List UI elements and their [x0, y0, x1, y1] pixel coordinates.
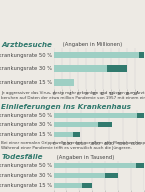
- Bar: [137, 113, 145, 118]
- Bar: [54, 79, 74, 86]
- Text: Erkrankungsrate 30 %: Erkrankungsrate 30 %: [0, 66, 52, 71]
- Text: Erkrankungsrate 50 %: Erkrankungsrate 50 %: [0, 113, 52, 118]
- Text: Arztbesuche: Arztbesuche: [1, 42, 52, 48]
- Text: Je aggressiver das Virus, desto mehr erkranken und müssen zum Arzt. Die Berechnu: Je aggressiver das Virus, desto mehr erk…: [1, 91, 145, 99]
- Text: Todesfälle: Todesfälle: [1, 155, 43, 161]
- Bar: [54, 52, 139, 58]
- Bar: [54, 113, 137, 118]
- Bar: [54, 65, 107, 72]
- Bar: [54, 163, 136, 168]
- Text: Erkrankungsrate 50 %: Erkrankungsrate 50 %: [0, 163, 52, 168]
- Text: Erkrankungsrate 50 %: Erkrankungsrate 50 %: [0, 52, 52, 58]
- Bar: [54, 122, 98, 127]
- Bar: [54, 132, 73, 137]
- Bar: [98, 122, 112, 127]
- Bar: [82, 183, 92, 188]
- Text: Erkrankungsrate 15 %: Erkrankungsrate 15 %: [0, 132, 52, 137]
- Bar: [73, 132, 80, 137]
- Text: Erkrankungsrate 15 %: Erkrankungsrate 15 %: [0, 183, 52, 188]
- Text: Erkrankungsrate 30 %: Erkrankungsrate 30 %: [0, 122, 52, 127]
- Bar: [54, 183, 82, 188]
- Bar: [136, 163, 145, 168]
- Bar: [139, 52, 145, 58]
- Bar: [54, 173, 105, 178]
- Text: Erkrankungsrate 30 %: Erkrankungsrate 30 %: [0, 173, 52, 178]
- Text: Erkrankungsrate 15 %: Erkrankungsrate 15 %: [0, 80, 52, 85]
- Text: (Angaben in Tausend): (Angaben in Tausend): [55, 155, 115, 160]
- Text: Einlieferungen ins Krankenhaus: Einlieferungen ins Krankenhaus: [1, 104, 132, 110]
- Bar: [105, 173, 118, 178]
- Bar: [107, 65, 127, 72]
- Text: (Angaben in Millionen): (Angaben in Millionen): [61, 42, 122, 47]
- Text: Bei einer normalen Grippewelle werden vor allem alte Menschen hospitalisiert.
Wä: Bei einer normalen Grippewelle werden vo…: [1, 141, 145, 150]
